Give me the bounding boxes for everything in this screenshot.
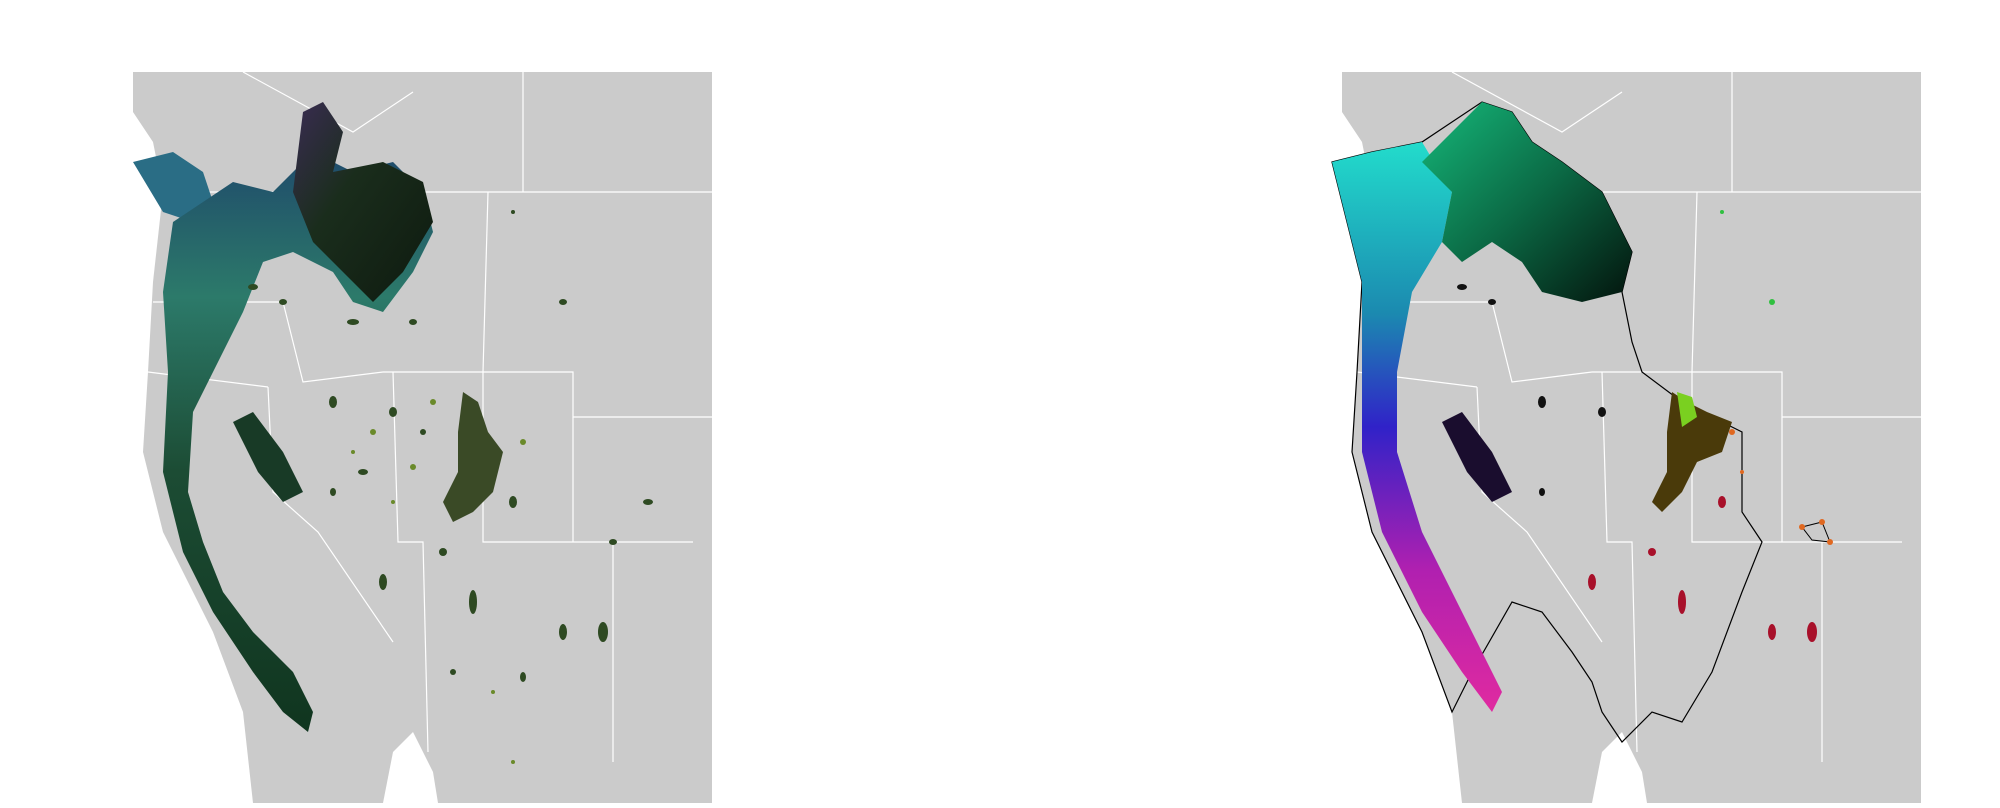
range-scattered-patches xyxy=(1457,284,1606,496)
right-range-map xyxy=(1302,71,1922,803)
range-scattered-patches xyxy=(248,210,653,682)
range-green-dots xyxy=(1720,210,1775,305)
left-map-svg xyxy=(93,71,713,803)
ocean-area xyxy=(93,72,253,803)
gulf-of-california xyxy=(383,732,438,803)
range-rockies-north xyxy=(293,102,433,302)
range-patch-vancouver xyxy=(133,152,213,222)
range-coastal-main xyxy=(163,152,433,732)
range-green-dots xyxy=(351,399,526,764)
ocean-area xyxy=(1302,72,1462,803)
projection-hull-outline xyxy=(1331,101,1763,743)
range-coastal-main xyxy=(1332,142,1502,712)
range-orange-dots xyxy=(1729,429,1833,545)
pca-top-svg xyxy=(810,90,1210,420)
right-map-svg xyxy=(1302,71,1922,803)
left-range-map xyxy=(93,71,713,803)
pca-top-plot xyxy=(810,90,1210,420)
range-rockies-north xyxy=(1422,102,1632,302)
range-utah-green xyxy=(1677,392,1697,427)
range-utah xyxy=(1652,392,1732,512)
range-utah xyxy=(443,392,503,522)
range-red-patches xyxy=(1588,496,1817,642)
range-sierra xyxy=(1442,412,1512,502)
pca-bottom-plot xyxy=(810,458,1210,798)
pca-bottom-svg xyxy=(810,458,1210,798)
gulf-of-california xyxy=(1592,732,1647,803)
range-sierra xyxy=(233,412,303,502)
